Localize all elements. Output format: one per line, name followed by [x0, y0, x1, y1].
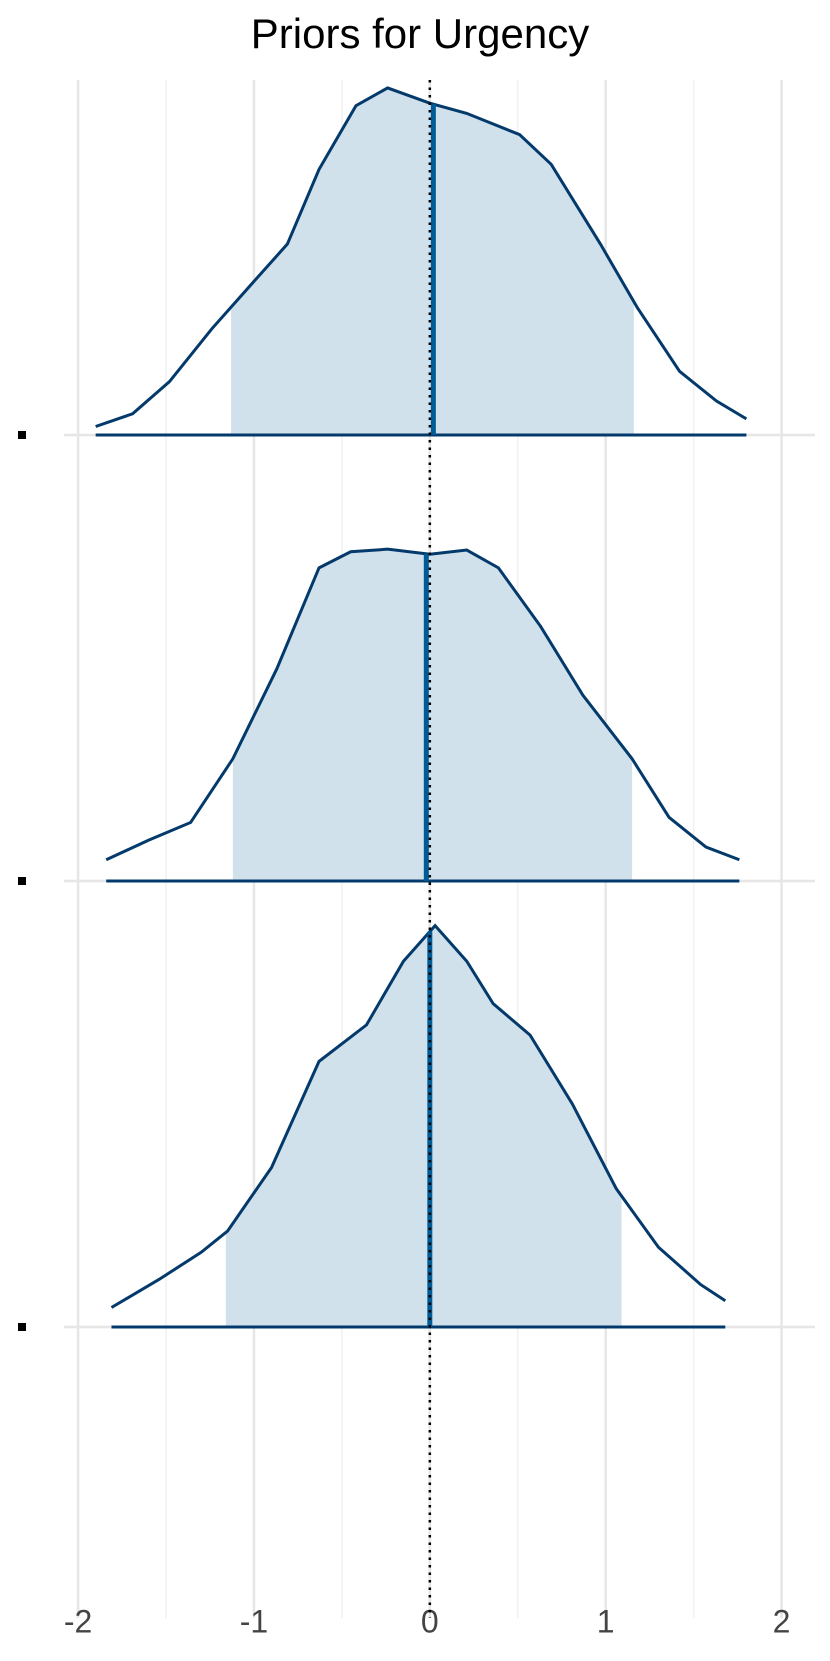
y-tick: [18, 877, 26, 885]
x-tick-label: 2: [773, 1603, 791, 1639]
density-line: [110, 923, 727, 1309]
x-tick-label: 0: [421, 1603, 439, 1639]
y-tick: [18, 431, 26, 439]
chart-title: Priors for Urgency: [251, 10, 589, 57]
interval-area: [225, 925, 622, 1327]
y-tick: [18, 1323, 26, 1331]
x-tick-label: 1: [597, 1603, 615, 1639]
density-line: [95, 86, 748, 428]
x-tick-label: -1: [240, 1603, 268, 1639]
x-tick-label: -2: [64, 1603, 92, 1639]
interval-area: [232, 549, 633, 881]
